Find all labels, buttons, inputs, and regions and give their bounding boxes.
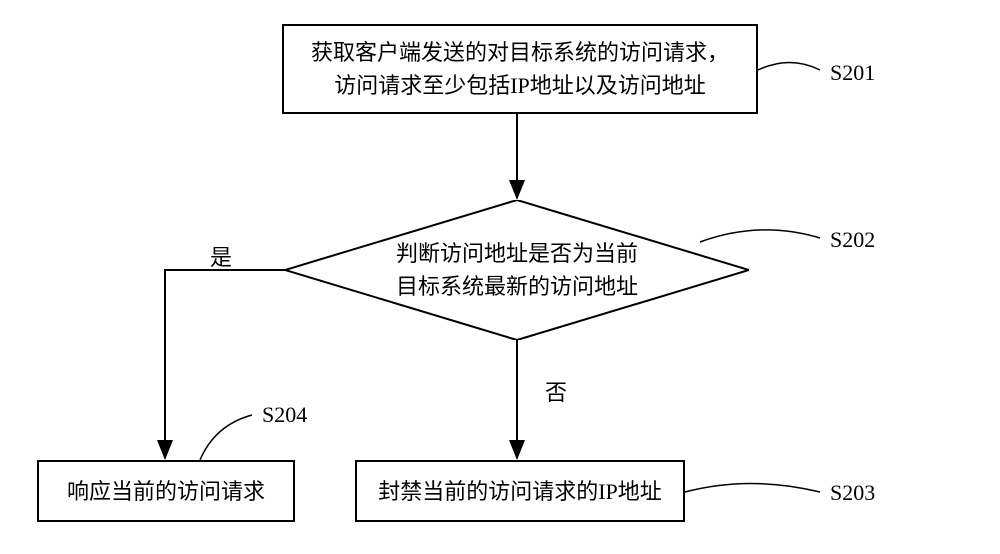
flowchart-container: 获取客户端发送的对目标系统的访问请求， 访问请求至少包括IP地址以及访问地址 判… [0, 0, 1000, 554]
step-label-s203: S203 [830, 480, 875, 506]
step-label-s201: S201 [830, 60, 875, 86]
step-label-s202: S202 [830, 227, 875, 253]
decision-s202-text: 判断访问地址是否为当前 目标系统最新的访问地址 [285, 200, 749, 340]
s202-line2: 目标系统最新的访问地址 [396, 274, 638, 299]
decision-s202: 判断访问地址是否为当前 目标系统最新的访问地址 [285, 200, 749, 340]
step-label-s204: S204 [262, 402, 307, 428]
s202-line1: 判断访问地址是否为当前 [396, 241, 638, 266]
